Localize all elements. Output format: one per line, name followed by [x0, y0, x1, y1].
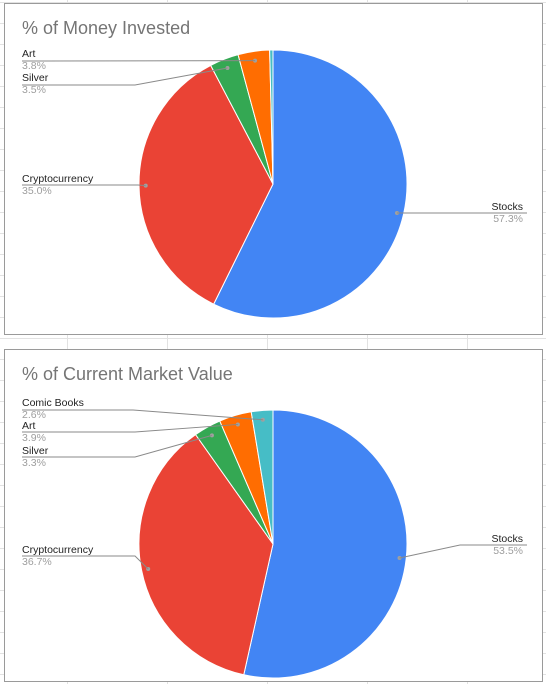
leader-dot: [209, 433, 214, 438]
slice-label-cryptocurrency: Cryptocurrency: [22, 544, 94, 556]
leader-line: [22, 434, 213, 458]
slice-percent-art: 3.8%: [22, 60, 46, 72]
slice-label-art: Art: [22, 420, 36, 432]
chart-money-invested[interactable]: % of Money Invested Stocks 57.3% Cryptocur…: [4, 3, 543, 335]
slice-label-comic-books: Comic Books: [22, 397, 84, 409]
slice-percent-stocks: 53.5%: [493, 545, 523, 557]
chart-current-market-value[interactable]: % of Current Market Value Stocks 53.5% Cry…: [4, 349, 543, 682]
leader-line: [22, 555, 149, 570]
pie-slices: [138, 409, 408, 679]
pie-slice-stocks[interactable]: [212, 49, 408, 319]
pie-slice-comic-books[interactable]: [250, 409, 274, 545]
slice-label-art: Art: [22, 48, 36, 60]
slice-label-silver: Silver: [22, 445, 49, 457]
slice-label-cryptocurrency: Cryptocurrency: [22, 173, 94, 185]
pie-slice-other[interactable]: [269, 49, 274, 185]
leader-dot: [225, 65, 230, 70]
leader-line: [399, 544, 527, 559]
leader-line: [22, 409, 263, 421]
leader-dot: [260, 417, 265, 422]
slice-label-stocks: Stocks: [491, 201, 523, 213]
slice-percent-stocks: 57.3%: [493, 213, 523, 225]
slice-label-stocks: Stocks: [491, 533, 523, 545]
pie-slice-cryptocurrency[interactable]: [138, 64, 274, 305]
slice-percent-art: 3.9%: [22, 432, 46, 444]
slice-percent-cryptocurrency: 35.0%: [22, 185, 52, 197]
leader-line: [22, 67, 228, 86]
chart-title: % of Money Invested: [22, 18, 191, 38]
pie-slice-stocks[interactable]: [243, 409, 408, 679]
leader-line: [22, 184, 146, 187]
slice-percent-silver: 3.3%: [22, 457, 46, 469]
pie-slice-cryptocurrency[interactable]: [138, 433, 274, 676]
slice-label-silver: Silver: [22, 72, 49, 84]
pie-slices: [138, 49, 408, 319]
slice-percent-comic-books: 2.6%: [22, 409, 46, 421]
slice-percent-cryptocurrency: 36.7%: [22, 556, 52, 568]
chart-title: % of Current Market Value: [22, 364, 233, 384]
leader-line: [22, 423, 238, 433]
slice-percent-silver: 3.5%: [22, 84, 46, 96]
